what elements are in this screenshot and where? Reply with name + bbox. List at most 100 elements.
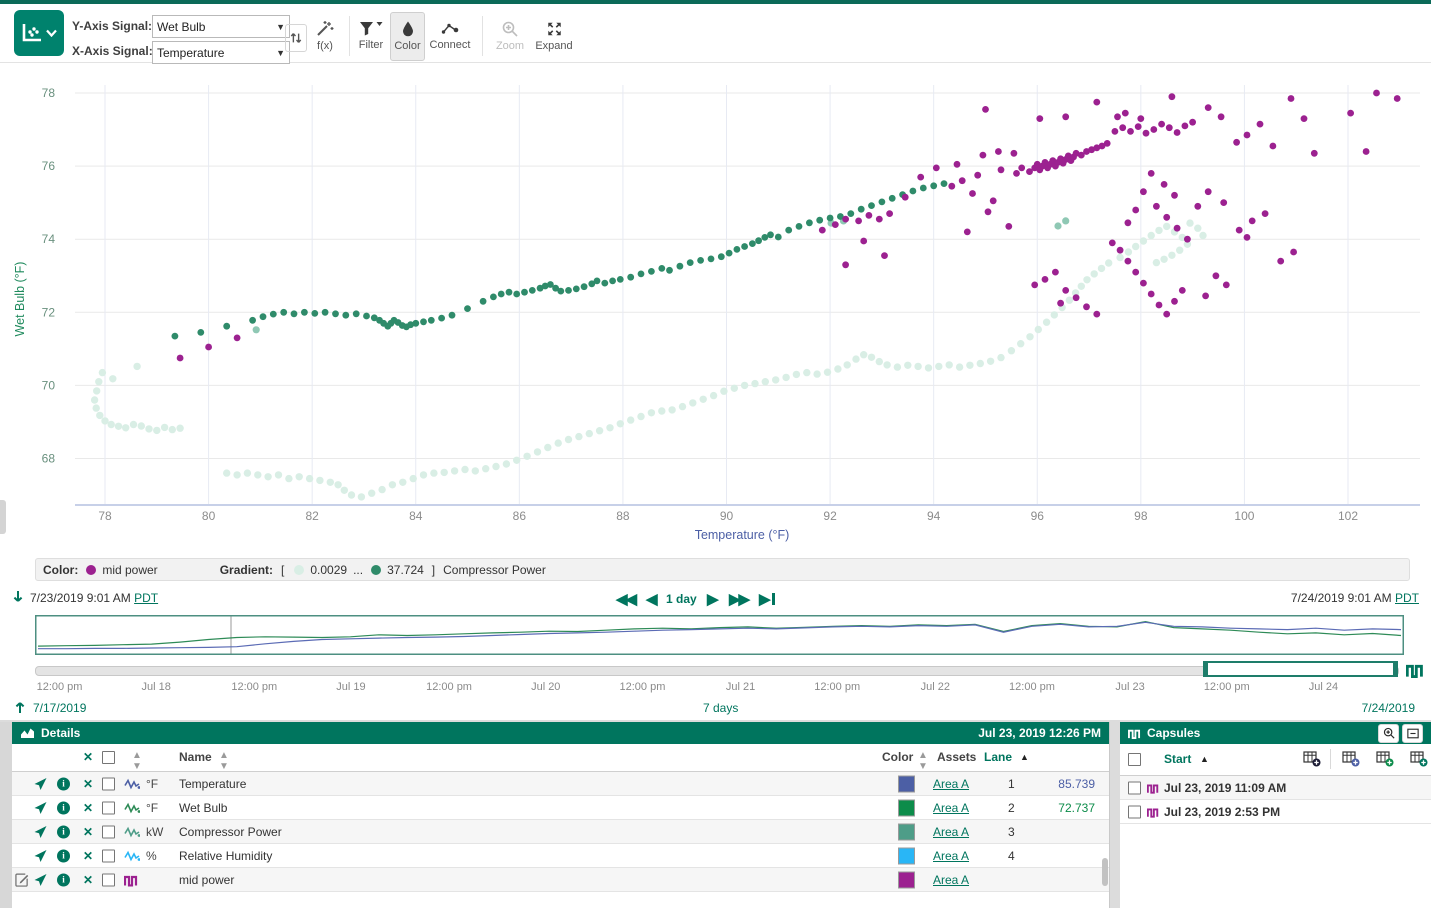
color-swatch[interactable] (898, 775, 915, 792)
expand-tool-button[interactable]: Expand (534, 14, 574, 58)
asset-link[interactable]: Area A (933, 800, 970, 815)
scatterplot-view-button[interactable] (14, 10, 64, 56)
color-swatch[interactable] (898, 823, 915, 840)
y-axis-signal-select[interactable]: Wet Bulb ▼ (152, 15, 290, 38)
step-to-end-button[interactable]: ▶ (759, 591, 770, 608)
row-name[interactable]: Relative Humidity (179, 848, 273, 863)
info-icon[interactable]: i (57, 849, 70, 862)
range-start-arrow-icon[interactable] (12, 590, 24, 604)
row-checkbox[interactable] (102, 825, 115, 838)
row-name[interactable]: Temperature (179, 776, 247, 791)
sort-start-asc-icon[interactable]: ▲ (1200, 754, 1209, 764)
column-lane-label[interactable]: Lane (984, 750, 1013, 764)
display-range-end[interactable]: 7/24/2019 9:01 AM PDT (1291, 591, 1419, 605)
add-wetbulb-column-icon[interactable] (1376, 751, 1394, 767)
remove-icon[interactable]: ✕ (83, 776, 94, 791)
capsules-collapse-button[interactable] (1402, 723, 1423, 743)
row-name[interactable]: Wet Bulb (179, 800, 228, 815)
step-forward-button[interactable]: ▶ (707, 591, 718, 608)
filter-tool-button[interactable]: Filter (354, 14, 388, 58)
step-back-button[interactable]: ◀ (646, 591, 657, 608)
add-temperature-column-icon[interactable] (1342, 751, 1360, 767)
pin-icon[interactable] (34, 873, 47, 886)
timezone-link[interactable]: PDT (134, 591, 159, 605)
investigate-range-end[interactable]: 7/24/2019 (1361, 701, 1415, 715)
connect-tool-button[interactable]: Connect (428, 14, 472, 58)
trend-preview-chart[interactable] (35, 615, 1404, 655)
capsule-checkbox[interactable] (1128, 805, 1141, 818)
details-row-relative-humidity[interactable]: i ✕ % Relative Humidity Area A 4 (12, 844, 1109, 868)
info-icon[interactable]: i (57, 801, 70, 814)
row-name[interactable]: mid power (179, 872, 235, 887)
pin-icon[interactable] (34, 801, 47, 814)
capsule-row[interactable]: Jul 23, 2019 2:53 PM (1120, 800, 1431, 824)
info-icon[interactable]: i (57, 777, 70, 790)
add-column-icon[interactable] (1303, 751, 1321, 767)
color-swatch[interactable] (898, 847, 915, 864)
details-row-wet-bulb[interactable]: i ✕ °F Wet Bulb Area A 2 72.737 (12, 796, 1109, 820)
row-checkbox[interactable] (102, 873, 115, 886)
pin-icon[interactable] (34, 849, 47, 862)
timeline-scrollbar-track[interactable] (35, 661, 1399, 677)
investigate-range-start[interactable]: 7/17/2019 (33, 701, 87, 715)
remove-icon[interactable]: ✕ (83, 824, 94, 839)
info-icon[interactable]: i (57, 825, 70, 838)
display-range-start[interactable]: 7/23/2019 9:01 AM PDT (30, 591, 158, 605)
details-row-mid-power[interactable]: i ✕ mid power Area A (12, 868, 1109, 892)
sort-lane-asc-icon[interactable]: ▲ (1020, 752, 1029, 762)
column-assets-label[interactable]: Assets (937, 750, 977, 764)
zoom-tool-button[interactable]: Zoom (492, 14, 528, 58)
details-scrollbar-thumb[interactable] (1102, 858, 1108, 886)
remove-icon[interactable]: ✕ (83, 800, 94, 815)
column-start-label[interactable]: Start (1164, 752, 1192, 766)
series-compressor-power-gradient-low-0-0029-[interactable] (90, 219, 1207, 501)
asset-link[interactable]: Area A (933, 872, 970, 887)
step-size-label[interactable]: 1 day (666, 592, 697, 606)
color-swatch[interactable] (898, 799, 915, 816)
row-checkbox[interactable] (102, 777, 115, 790)
color-swatch[interactable] (898, 871, 915, 888)
scatter-plot[interactable]: 68 70 72 74 76 78 78 80 82 84 86 88 90 92 94 96 98 100 102… (0, 62, 1431, 556)
pin-icon[interactable] (34, 777, 47, 790)
details-row-temperature[interactable]: i ✕ °F Temperature Area A 1 85.739 (12, 772, 1109, 796)
row-checkbox[interactable] (102, 801, 115, 814)
asset-link[interactable]: Area A (933, 824, 970, 839)
swap-axes-button[interactable] (285, 24, 307, 52)
capsule-checkbox[interactable] (1128, 781, 1141, 794)
investigate-range-duration[interactable]: 7 days (703, 701, 739, 715)
x-axis-signal-select[interactable]: Temperature ▼ (152, 41, 290, 64)
capsule-time-icon[interactable] (1406, 661, 1424, 678)
range-expand-arrow-icon[interactable] (14, 700, 26, 714)
add-compressor-column-icon[interactable] (1410, 751, 1428, 767)
sort-style-icon[interactable]: ▲ ▼ (132, 750, 142, 772)
timeline-selection[interactable] (1203, 661, 1398, 677)
column-name-label[interactable]: Name (179, 750, 212, 764)
details-row-compressor-power[interactable]: i ✕ kW Compressor Power Area A 3 (12, 820, 1109, 844)
select-all-checkbox[interactable] (102, 751, 115, 764)
fx-tool-button[interactable]: f(x) (306, 14, 344, 58)
color-tool-button[interactable]: Color (390, 12, 425, 61)
step-back-much-button[interactable]: ◀◀ (616, 591, 637, 608)
series-compressor-power-gradient-high-37-724-[interactable] (171, 180, 948, 340)
remove-icon[interactable]: ✕ (83, 848, 94, 863)
series-mid-power[interactable] (176, 89, 1401, 362)
sort-color-icon[interactable]: ▲ ▼ (918, 750, 928, 772)
info-icon[interactable]: i (57, 873, 70, 886)
row-name[interactable]: Compressor Power (179, 824, 282, 839)
step-forward-much-button[interactable]: ▶▶ (729, 591, 750, 608)
capsules-select-all-checkbox[interactable] (1128, 753, 1141, 766)
column-color-label[interactable]: Color (882, 750, 914, 764)
capsule-row[interactable]: Jul 23, 2019 11:09 AM (1120, 776, 1431, 800)
edit-icon[interactable] (15, 873, 29, 887)
panel-resize-handle[interactable] (0, 500, 6, 534)
remove-icon[interactable]: ✕ (83, 872, 94, 887)
pin-icon[interactable] (34, 825, 47, 838)
sort-name-icon[interactable]: ▲ ▼ (219, 750, 229, 772)
remove-all-icon[interactable]: ✕ (83, 750, 94, 764)
selection-right-handle[interactable] (1392, 663, 1396, 675)
timezone-link[interactable]: PDT (1395, 591, 1419, 605)
asset-link[interactable]: Area A (933, 848, 970, 863)
collapsed-panel-strip[interactable] (0, 722, 12, 908)
asset-link[interactable]: Area A (933, 776, 970, 791)
selection-left-handle[interactable] (1205, 663, 1209, 675)
